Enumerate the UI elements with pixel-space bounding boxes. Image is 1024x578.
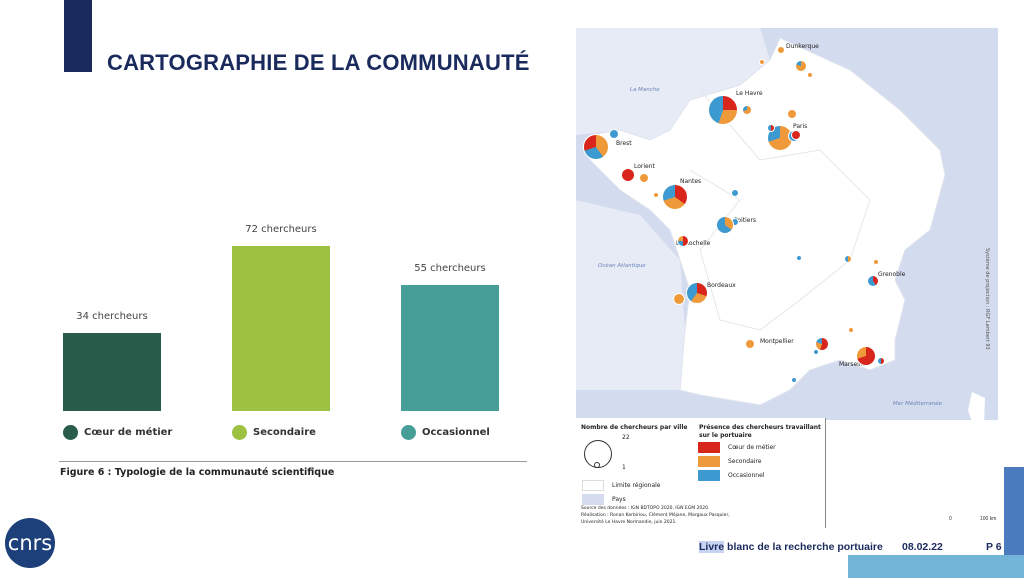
city-pie-marker <box>867 275 879 287</box>
city-pie-marker <box>856 346 876 366</box>
city-pie-marker <box>807 72 813 78</box>
scale-zero: 0 <box>949 516 952 522</box>
city-label: Brest <box>616 140 632 147</box>
decor-bar-right <box>1004 467 1024 555</box>
city-pie-marker <box>815 337 829 351</box>
legend-dot-icon <box>401 425 416 440</box>
city-pie-marker <box>795 60 807 72</box>
city-pie-marker <box>767 124 775 132</box>
legend-item: Cœur de métier <box>63 425 172 440</box>
city-pie-marker <box>686 282 708 304</box>
city-label: Montpellier <box>760 338 794 345</box>
cnrs-logo: cnrs <box>5 518 55 568</box>
legend-item: Secondaire <box>232 425 316 440</box>
city-pie-marker <box>673 293 685 305</box>
city-label: Le Havre <box>736 90 763 97</box>
city-pie-marker <box>731 189 739 197</box>
swatch-regional <box>582 480 604 491</box>
city-label: Nantes <box>680 178 702 185</box>
size-circle-small-icon <box>594 462 600 468</box>
city-label: Poitiers <box>734 217 757 224</box>
data-label: 34 chercheurs <box>76 311 148 323</box>
city-pie-marker <box>813 349 819 355</box>
decor-bar-bottom <box>848 555 1024 578</box>
map-legend: Nombre de chercheurs par ville 22 1 Prés… <box>576 418 826 528</box>
legend-size-title: Nombre de chercheurs par ville <box>581 424 688 431</box>
legend-label: Occasionnel <box>422 427 490 438</box>
swatch-country <box>582 494 604 505</box>
city-label: Lorient <box>634 163 655 170</box>
legend-dot-icon <box>63 425 78 440</box>
scale-distance: 100 km <box>980 516 997 522</box>
figure-caption: Figure 6 : Typologie de la communauté sc… <box>60 467 335 478</box>
divider <box>59 461 527 462</box>
data-label: 72 chercheurs <box>245 224 317 236</box>
city-pie-marker <box>796 255 802 261</box>
city-label: Dunkerque <box>786 43 819 50</box>
legend-label: Pays <box>612 496 626 503</box>
bar <box>401 285 499 411</box>
city-label: La Rochelle <box>676 240 711 247</box>
city-pie-marker <box>759 59 765 65</box>
legend-dot-icon <box>232 425 247 440</box>
city-pie-marker <box>708 95 738 125</box>
sea-label: La Manche <box>630 87 660 93</box>
city-pie-marker <box>662 184 688 210</box>
city-pie-marker <box>791 130 801 140</box>
sea-label: Océan Atlantique <box>598 263 646 269</box>
credits-note: Réalisation : Ronan Kerbiriou, Clément M… <box>581 513 730 518</box>
footer: Livre blanc de la recherche portuaire 08… <box>699 541 1002 553</box>
city-label: Paris <box>793 123 808 130</box>
footer-title: blanc de la recherche portuaire <box>724 541 883 553</box>
city-pie-marker <box>609 129 619 139</box>
legend-label: Secondaire <box>253 427 316 438</box>
city-pie-marker <box>677 235 689 247</box>
swatch-secondaire <box>698 456 720 467</box>
credits-note: Université Le Havre Normandie, juin 2021… <box>581 520 677 525</box>
city-pie-marker <box>848 327 854 333</box>
legend-label: Secondaire <box>728 458 762 465</box>
france-map: La Manche Océan Atlantique Mer Méditerra… <box>576 28 998 420</box>
map-base <box>576 28 998 420</box>
city-pie-marker <box>742 105 752 115</box>
page-title: CARTOGRAPHIE DE LA COMMUNAUTÉ <box>107 50 530 75</box>
data-label: 55 chercheurs <box>414 263 486 275</box>
city-pie-marker <box>745 339 755 349</box>
bar <box>63 333 161 411</box>
legend-size-min: 1 <box>622 464 626 471</box>
city-pie-marker <box>787 109 797 119</box>
legend-label: Cœur de métier <box>84 427 173 438</box>
city-pie-marker <box>791 377 797 383</box>
source-note: Source des données : IGN BDTOPO 2020, IG… <box>581 506 710 511</box>
legend-size-max: 22 <box>622 434 630 441</box>
city-pie-marker <box>873 259 879 265</box>
city-pie-marker <box>639 173 649 183</box>
legend-presence-title: Présence des chercheurs travaillant sur … <box>699 424 821 439</box>
swatch-occasionnel <box>698 470 720 481</box>
city-pie-marker <box>653 192 659 198</box>
city-pie-marker <box>844 255 852 263</box>
city-pie-marker <box>716 216 734 234</box>
city-pie-marker <box>777 46 785 54</box>
city-pie-marker <box>877 357 885 365</box>
city-pie-marker <box>621 168 635 182</box>
legend-label: Occasionnel <box>728 472 765 479</box>
swatch-coeur <box>698 442 720 453</box>
sea-label: Mer Méditerranée <box>893 401 942 407</box>
bar <box>232 246 330 411</box>
city-label: Bordeaux <box>707 282 736 289</box>
footer-page: P 6 <box>986 541 1002 553</box>
city-label: Grenoble <box>878 271 906 278</box>
title-accent-bar <box>64 0 92 72</box>
city-label: Marseille <box>839 361 866 368</box>
legend-label: Limite régionale <box>612 482 661 489</box>
projection-note: Système de projection : RGF Lambert 93 <box>984 248 990 350</box>
footer-highlight: Livre <box>699 541 725 553</box>
legend-item: Occasionnel <box>401 425 490 440</box>
city-pie-marker <box>583 134 609 160</box>
footer-date: 08.02.22 <box>902 541 943 553</box>
legend-label: Cœur de métier <box>728 444 776 451</box>
